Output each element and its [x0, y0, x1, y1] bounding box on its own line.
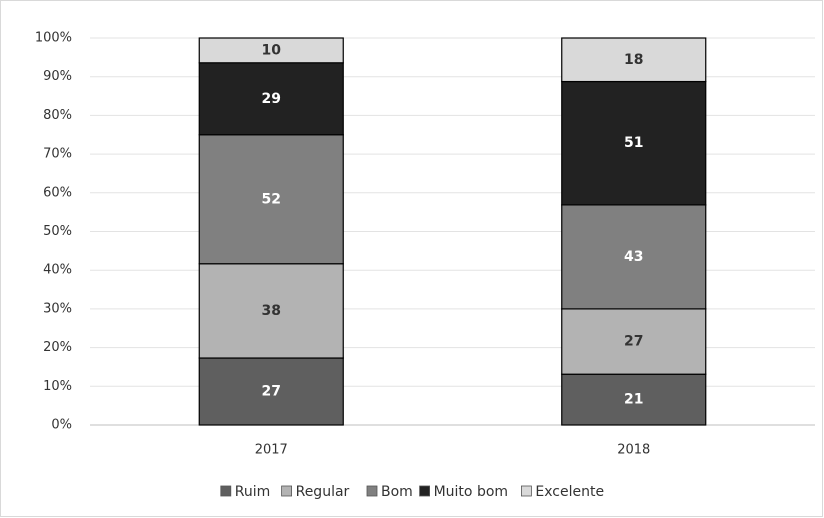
data-label: 38 [262, 303, 281, 319]
y-tick-label: 70% [43, 147, 72, 162]
bar-segment [198, 263, 344, 359]
data-label: 10 [262, 42, 282, 58]
y-tick-label: 20% [43, 340, 72, 355]
bar-segment [198, 62, 344, 136]
bar-segment [561, 204, 707, 310]
y-tick-label: 90% [43, 69, 72, 84]
y-tick-label: 80% [43, 108, 72, 123]
x-tick-label: 2018 [617, 443, 650, 458]
y-tick-label: 10% [43, 379, 72, 394]
legend-label: Muito bom [434, 484, 508, 500]
x-tick-label: 2017 [255, 443, 288, 458]
y-tick-label: 40% [43, 263, 72, 278]
y-tick-label: 100% [35, 31, 72, 46]
legend-swatch [419, 485, 431, 497]
bar-segment [561, 308, 707, 375]
legend-label: Bom [381, 484, 413, 500]
bar-segment [198, 357, 344, 426]
data-label: 27 [624, 334, 643, 350]
data-label: 29 [262, 91, 281, 107]
bar-segment [198, 37, 344, 64]
data-label: 43 [624, 249, 643, 265]
bar-segment [198, 134, 344, 265]
data-label: 51 [624, 135, 643, 151]
data-label: 52 [262, 191, 281, 207]
y-tick-label: 60% [43, 185, 72, 200]
bar-segment [561, 80, 707, 206]
data-label: 27 [262, 384, 281, 400]
legend-swatch [220, 485, 232, 497]
data-label: 21 [624, 392, 643, 408]
legend-swatch [366, 485, 378, 497]
legend-label: Excelente [535, 484, 604, 500]
legend-swatch [521, 485, 532, 497]
legend-label: Regular [296, 484, 350, 500]
data-label: 18 [624, 52, 643, 68]
legend-swatch [281, 485, 293, 497]
legend-label: Ruim [235, 484, 270, 500]
bar-segment [561, 37, 707, 83]
y-tick-label: 0% [51, 418, 72, 433]
y-tick-label: 50% [43, 224, 72, 239]
y-tick-label: 30% [43, 301, 72, 316]
